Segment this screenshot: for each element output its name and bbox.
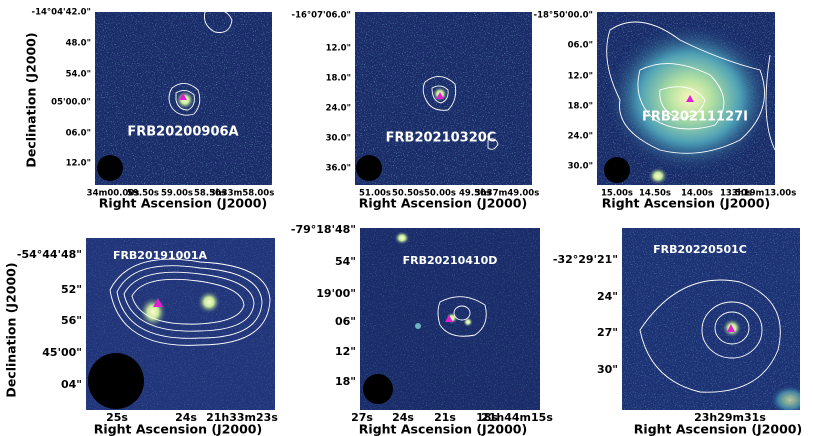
source-label: FRB20210410D: [403, 254, 498, 267]
y-tick-label: 18": [335, 375, 356, 388]
x-axis-label: Right Ascension (J2000): [634, 422, 802, 436]
y-tick-label: 54.0": [66, 70, 91, 80]
y-tick-label: 54": [335, 255, 356, 268]
y-tick-label: 18.0": [568, 102, 593, 112]
figure: -14°04'42.0" 48.0" 54.0" 05'00.0" 06.0" 12.0"…: [0, 0, 813, 436]
y-tick-label: 24.0": [326, 104, 351, 114]
x-axis-label: Right Ascension (J2000): [99, 196, 267, 211]
source-label: FRB20191001A: [113, 249, 208, 262]
y-tick-label: 30.0": [326, 134, 351, 144]
source-label: FRB20211127I: [642, 110, 748, 125]
x-axis-label: Right Ascension (J2000): [359, 196, 527, 211]
y-tick-label: 12.0": [568, 72, 593, 82]
y-tick-label: 30": [597, 363, 618, 376]
source-label: FRB20220501C: [653, 243, 747, 256]
y-tick-label: -79°18'48": [291, 223, 356, 236]
y-tick-label: 27": [597, 326, 618, 339]
source-label: FRB20210320C: [386, 131, 497, 146]
image-panel: [95, 10, 272, 185]
image-panel: [355, 12, 532, 185]
y-tick-label: -54°44'48": [17, 248, 82, 261]
y-tick-label: 36.0": [326, 164, 351, 174]
y-tick-label: 12.0": [66, 159, 91, 169]
y-tick-label: 56": [61, 314, 82, 327]
y-tick-label: -16°07'06.0": [292, 11, 351, 21]
y-tick-label: 30.0": [568, 162, 593, 172]
image-panel: [86, 238, 275, 410]
y-tick-label: -18°50'00.0": [534, 11, 593, 21]
y-tick-label: 06": [335, 315, 356, 328]
y-tick-label: -32°29'21": [553, 253, 618, 266]
x-axis-label: Right Ascension (J2000): [94, 422, 262, 436]
image-panel: [622, 228, 810, 415]
y-tick-label: 24": [597, 290, 618, 303]
source-label: FRB20200906A: [127, 125, 238, 140]
y-tick-label: 19'00": [316, 287, 356, 300]
x-axis-label: Right Ascension (J2000): [602, 196, 770, 211]
y-tick-label: -14°04'42.0": [32, 8, 91, 18]
y-tick-label: 06.0": [66, 129, 91, 139]
y-tick-label: 12": [335, 345, 356, 358]
y-tick-label: 05'00.0": [51, 98, 91, 108]
y-tick-label: 24.0": [568, 132, 593, 142]
y-tick-label: 18.0": [326, 74, 351, 84]
y-axis-label: Declination (J2000): [4, 262, 19, 397]
y-axis-label: Declination (J2000): [24, 32, 39, 167]
x-axis-label: Right Ascension (J2000): [359, 422, 527, 436]
y-tick-label: 45'00": [42, 346, 82, 359]
y-tick-label: 12.0": [326, 44, 351, 54]
y-tick-label: 48.0": [66, 39, 91, 49]
y-tick-label: 52": [61, 283, 82, 296]
y-tick-label: 04": [61, 378, 82, 391]
y-tick-label: 06.0": [568, 41, 593, 51]
image-panel: [597, 12, 775, 185]
